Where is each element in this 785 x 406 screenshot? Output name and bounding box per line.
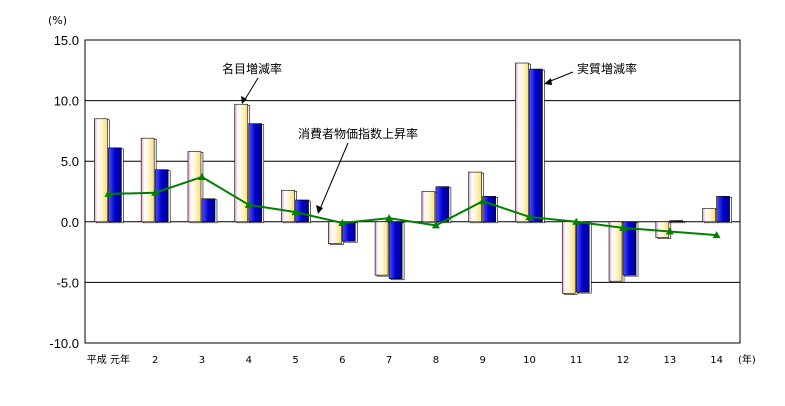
cpi-point [151, 188, 160, 196]
cpi-point [104, 189, 113, 197]
y-tick-label: 15.0 [54, 33, 79, 48]
x-tick-label: 10 [523, 355, 536, 366]
y-tick-label: 10.0 [54, 94, 79, 109]
x-tick-label: 12 [617, 355, 630, 366]
x-tick-label: 14 [710, 355, 723, 366]
cpi-line-path [108, 175, 717, 237]
x-tick-label: 13 [663, 355, 676, 366]
y-unit-label: (%) [48, 14, 67, 27]
plot-area [84, 39, 741, 344]
bar-real [388, 221, 403, 280]
x-tick-label: 5 [292, 355, 298, 366]
y-tick-label: -5.0 [57, 275, 79, 290]
cpi-point [665, 227, 674, 235]
cpi-point [525, 212, 534, 220]
bars [94, 62, 732, 295]
x-tick-label: 平成 元年 [87, 353, 130, 366]
bar-nominal [374, 221, 389, 276]
cpi-line [104, 172, 721, 239]
bar-real [248, 123, 263, 223]
bar-nominal [94, 118, 108, 223]
cpi-point [712, 231, 721, 239]
x-tick-label: 11 [570, 355, 583, 366]
bar-nominal [421, 191, 436, 223]
bar-real [482, 196, 496, 223]
bar-nominal [468, 171, 482, 223]
y-tick-label: 0.0 [61, 215, 79, 230]
cpi-point [572, 217, 581, 225]
cpi-point [431, 221, 440, 229]
cpi-point [291, 208, 300, 216]
bar-real [435, 186, 450, 223]
annotation-cpi-arrowhead [316, 205, 323, 214]
bar-real [529, 68, 543, 223]
x-tick-label: 3 [199, 355, 205, 366]
bar-nominal [140, 137, 155, 223]
annotation-real-arrowhead [544, 78, 552, 85]
x-unit-label: (年) [738, 353, 756, 366]
bar-real [108, 147, 122, 223]
x-tick-label: 6 [339, 355, 345, 366]
annotation-real: 実質増減率 [577, 61, 637, 76]
bar-nominal [187, 151, 202, 223]
x-tick-label: 8 [433, 355, 439, 366]
x-tick-label: 2 [152, 355, 158, 366]
bar-real [622, 221, 637, 276]
x-axis-ticks: 平成 元年 2 3 4 5 6 7 8 9 10 11 12 13 14 [87, 353, 723, 366]
bar-real [295, 199, 309, 223]
cpi-point [244, 200, 253, 208]
cpi-point [338, 219, 347, 227]
annotation-cpi-arrow [319, 142, 349, 210]
bar-real [669, 220, 684, 223]
x-tick-label: 7 [386, 355, 392, 366]
annotation-real-arrow [547, 71, 574, 83]
cpi-point [478, 197, 487, 205]
bar-nominal [702, 208, 716, 223]
bar-real [201, 198, 216, 223]
bar-nominal [608, 221, 623, 282]
bar-real [575, 221, 590, 293]
annotation-cpi: 消費者物価指数上昇率 [298, 126, 418, 141]
bar-nominal [234, 103, 249, 223]
cpi-point [619, 223, 628, 231]
bar-real [154, 169, 169, 223]
y-tick-label: 5.0 [61, 154, 79, 169]
annotation-nominal-arrowhead [241, 96, 247, 104]
bar-nominal [561, 221, 576, 294]
bar-nominal [281, 189, 295, 223]
x-tick-label: 9 [479, 355, 485, 366]
annotation-nominal-arrow [243, 77, 259, 102]
x-tick-label: 4 [246, 355, 252, 366]
y-axis-ticks: 15.0 10.0 5.0 0.0 -5.0 -10.0 [49, 33, 79, 351]
cpi-point [197, 172, 206, 180]
bar-nominal [515, 62, 529, 223]
cpi-point [385, 214, 394, 222]
annotation-nominal: 名目増減率 [222, 61, 282, 76]
bar-real [716, 196, 730, 223]
y-tick-label: -10.0 [49, 336, 79, 351]
